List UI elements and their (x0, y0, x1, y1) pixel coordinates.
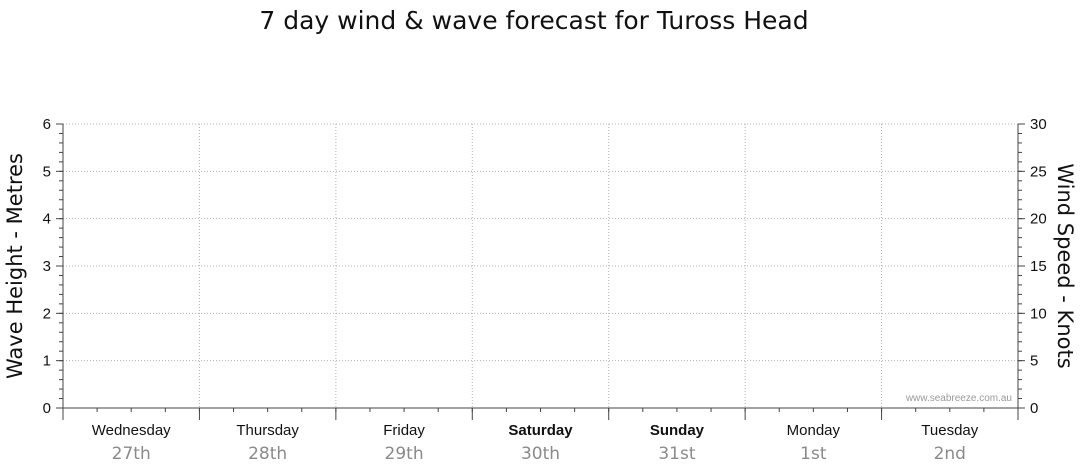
x-day-label: Tuesday (921, 422, 978, 439)
y-right-tick-label: 30 (1030, 116, 1047, 133)
x-date-label: 30th (521, 444, 560, 464)
x-day-label: Sunday (650, 422, 705, 439)
y-left-tick-label: 2 (43, 305, 51, 322)
y-right-tick-label: 15 (1030, 258, 1047, 275)
x-day-label: Thursday (236, 422, 299, 439)
y-axis-left-title: Wave Height - Metres (3, 153, 27, 379)
chart-title: 7 day wind & wave forecast for Tuross He… (259, 6, 808, 35)
watermark-text: www.seabreeze.com.au (905, 393, 1012, 404)
y-right-tick-label: 10 (1030, 305, 1047, 322)
y-right-tick-label: 25 (1030, 163, 1047, 180)
x-date-label: 1st (800, 444, 827, 464)
x-date-label: 31st (658, 444, 695, 464)
y-left-tick-label: 6 (43, 116, 51, 133)
x-date-label: 28th (248, 444, 287, 464)
x-day-label: Friday (383, 422, 425, 439)
y-axis-left-ticks: 0 1 2 3 4 5 6 (43, 116, 63, 417)
y-left-tick-label: 4 (43, 211, 51, 228)
y-right-tick-label: 20 (1030, 211, 1047, 228)
y-right-tick-label: 5 (1030, 353, 1038, 370)
y-left-tick-label: 5 (43, 163, 51, 180)
y-right-tick-label: 0 (1030, 400, 1038, 417)
y-left-tick-label: 3 (43, 258, 51, 275)
y-axis-right-title: Wind Speed - Knots (1053, 163, 1077, 368)
x-date-label: 29th (385, 444, 424, 464)
y-axis-right-ticks: 0 5 10 15 20 25 30 (1018, 116, 1047, 417)
x-day-label: Wednesday (92, 422, 171, 439)
axes (62, 124, 1019, 420)
y-left-tick-label: 1 (43, 353, 51, 370)
x-date-label: 2nd (934, 444, 966, 464)
x-day-label: Monday (787, 422, 841, 439)
y-left-tick-label: 0 (43, 400, 51, 417)
x-date-label: 27th (112, 444, 151, 464)
x-axis-day-labels: Wednesday 27th Thursday 28th Friday 29th Satur… (92, 422, 979, 464)
x-day-label: Saturday (508, 422, 573, 439)
grid (63, 123, 1018, 408)
